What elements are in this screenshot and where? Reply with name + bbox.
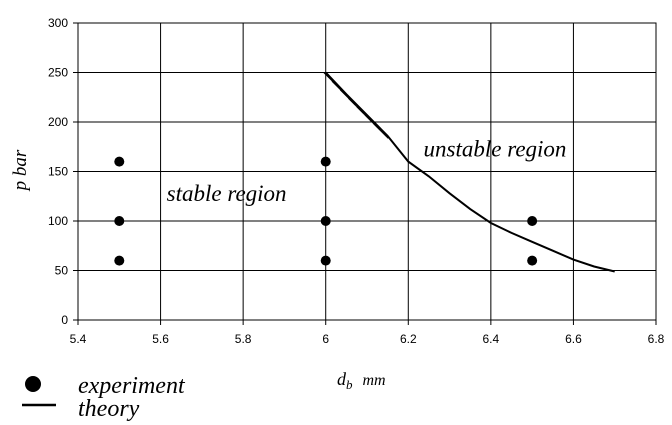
x-tick-label: 5.8 [235,332,252,346]
experiment-point [527,216,538,226]
y-tick-label: 50 [55,264,69,278]
x-tick-label: 5.6 [152,332,169,346]
y-tick-label: 200 [48,115,68,129]
x-tick-label: 6.6 [565,332,582,346]
x-axis-label-sub: b [346,377,353,392]
annotations: stable region unstable region [167,137,567,207]
y-tick-label: 150 [48,165,68,179]
y-axis-ticks: 0 50 100 150 200 250 300 [48,16,78,327]
experiment-point [527,255,538,266]
y-tick-label: 300 [48,16,68,30]
experiment-points [114,156,538,266]
legend-label-experiment: experiment [78,373,186,399]
experiment-point [114,156,125,167]
region-label: stable region [167,181,287,206]
x-tick-label: 6.8 [648,332,665,346]
legend: experiment theory [22,373,186,422]
legend-marker-experiment [25,376,41,392]
hatch-boundary [323,72,389,139]
y-tick-label: 250 [48,66,68,80]
y-tick-label: 100 [48,214,68,228]
x-tick-label: 6 [322,332,329,346]
x-axis-label-unit: mm [363,372,386,389]
experiment-point [114,255,125,266]
x-tick-label: 5.4 [70,332,87,346]
x-axis-label: db mm [337,369,386,392]
x-tick-label: 6.2 [400,332,417,346]
x-tick-label: 6.4 [483,332,500,346]
experiment-point [320,156,331,167]
experiment-point [320,216,331,226]
theory-line [324,71,615,273]
x-axis-label-main: d [337,369,347,389]
y-axis-label: p bar [10,149,31,192]
y-tick-label: 0 [61,313,68,327]
experiment-point [320,255,331,266]
x-axis-ticks: 5.4 5.6 5.8 6 6.2 6.4 6.6 6.8 [70,320,665,346]
region-label: unstable region [424,137,567,162]
hatch-mark [372,123,389,139]
experiment-point [114,216,125,226]
legend-label-theory: theory [78,396,140,422]
grid [77,22,657,321]
